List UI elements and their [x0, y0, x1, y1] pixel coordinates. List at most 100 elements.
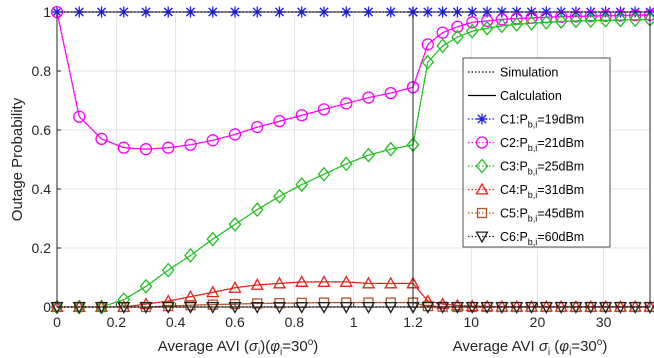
data-point [584, 9, 597, 23]
legend-label-part: b,i [528, 143, 538, 153]
data-point [362, 91, 375, 104]
x-tick-label: 10 [463, 314, 479, 330]
data-point [250, 301, 264, 314]
legend-entry-series-4: C4:Pb,i=31dBm [468, 182, 584, 200]
legend-label-part: =60dBm [537, 230, 584, 244]
data-point [495, 18, 509, 34]
legend-label: C2:Pb,i=21dBm [500, 136, 584, 153]
data-point [436, 301, 450, 314]
data-point [72, 301, 86, 314]
data-point [539, 301, 553, 314]
x-tick-label: 0 [53, 314, 61, 330]
data-point [73, 110, 86, 123]
data-point [569, 301, 583, 314]
data-point [569, 10, 583, 23]
data-point [510, 16, 524, 32]
data-point [161, 262, 175, 278]
data-point [161, 294, 175, 307]
legend-label-part: b,i [528, 120, 538, 130]
y-tick-label: 0.4 [32, 181, 52, 197]
data-point [317, 103, 331, 116]
series-2 [50, 5, 654, 156]
data-point [436, 38, 450, 54]
legend-label-part: =19dBm [537, 113, 584, 127]
x-axis-label-part: =30 [571, 338, 596, 355]
data-point [436, 297, 450, 310]
axes [56, 11, 651, 308]
x-tick-label: 30 [596, 314, 612, 330]
data-point [480, 299, 494, 312]
labels: 00.20.40.60.810 0.2 0.4 0.6 0.8 1 1.2 10 20 30Out… [9, 4, 612, 358]
legend-entry-dotted: Simulation [468, 66, 558, 80]
data-point [339, 301, 353, 314]
legend-label-part: C5:P [500, 207, 528, 221]
x-axis-label-part: o [308, 337, 314, 348]
data-point [421, 54, 435, 70]
data-point [524, 301, 539, 314]
data-point [273, 188, 286, 204]
legend-entry-solid: Calculation [468, 89, 562, 103]
data-point [465, 301, 479, 314]
x-tick-label: 0.4 [166, 314, 186, 330]
data-point [465, 299, 479, 312]
legend-marker [475, 136, 489, 149]
x-axis-label-1: Average AVI (σi)(φi=30o) [158, 337, 319, 358]
data-point [450, 301, 465, 314]
data-point [162, 141, 175, 154]
asterisk-stroke [477, 114, 487, 124]
data-point [317, 275, 331, 287]
x-axis-label-part: φ [559, 338, 569, 355]
data-point [206, 231, 220, 247]
data-point [139, 143, 153, 156]
data-point [295, 177, 309, 193]
data-point [451, 20, 464, 33]
legend-label-part: =45dBm [537, 207, 584, 221]
data-point [163, 300, 174, 312]
data-point [525, 15, 538, 31]
legend-label-part: b,i [528, 167, 538, 177]
data-point [251, 120, 264, 134]
data-point [206, 134, 219, 147]
y-tick-label: 0.2 [32, 240, 52, 256]
legend-label-part: C4:P [500, 183, 528, 197]
legend-entry-series-2: C2:Pb,i=21dBm [468, 136, 584, 153]
data-point [614, 9, 627, 22]
data-point [94, 301, 109, 314]
x-axis-label-part: =30 [282, 338, 307, 355]
data-point [421, 38, 434, 51]
legend-entry-series-6: C6:Pb,i=60dBm [468, 230, 584, 247]
x-axis-label-part: ( [550, 338, 559, 355]
data-point [554, 301, 568, 314]
legend-marker [475, 231, 489, 244]
data-point [139, 297, 153, 310]
legend-label-part: C6:P [500, 230, 528, 244]
legend-marker [475, 158, 489, 174]
y-tick-label: 0 [43, 299, 51, 315]
data-point [95, 132, 108, 146]
data-point [273, 115, 286, 128]
data-point [569, 13, 583, 29]
x-axis-label-part: i [569, 347, 571, 358]
x-axis-label-part: Average AVI ( [158, 338, 249, 355]
data-point [228, 280, 242, 293]
x-tick-label: 0.6 [225, 314, 245, 330]
data-point [295, 301, 309, 314]
data-point [628, 12, 642, 28]
y-tick-label: 1 [43, 4, 51, 20]
data-point [629, 9, 642, 22]
x-axis-label-2: Average AVI σi (φi=30o) [453, 337, 608, 358]
data-point [184, 138, 197, 151]
data-point [510, 301, 524, 314]
data-point [451, 29, 464, 45]
x-tick-label: 1 [350, 314, 358, 330]
data-point [495, 301, 509, 314]
data-point [614, 12, 627, 28]
x-axis-label-part: σ [249, 338, 259, 355]
data-point [139, 278, 153, 294]
legend-label: Simulation [500, 66, 558, 80]
x-tick-label: 0.8 [285, 314, 305, 330]
data-point [628, 301, 642, 314]
data-point [250, 278, 264, 290]
simulation-line-left [56, 11, 414, 150]
data-point [422, 300, 433, 312]
